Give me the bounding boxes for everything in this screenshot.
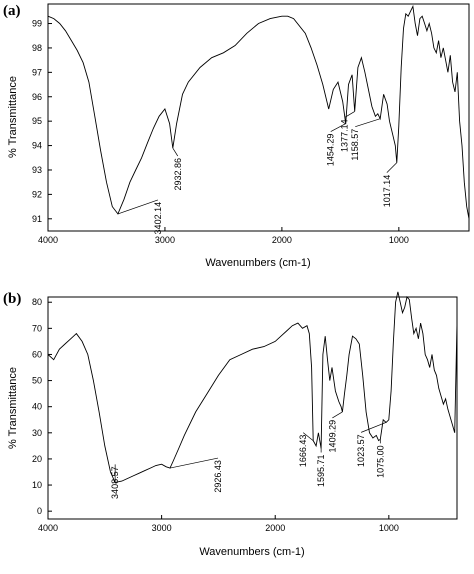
y-tick-label: 99 [32, 19, 42, 29]
peak-leader-line [302, 432, 314, 441]
peak-label: 2926.43 [213, 460, 223, 493]
y-tick-label: 10 [32, 480, 42, 490]
x-tick-label: 4000 [38, 523, 58, 533]
peak-leader-line [344, 111, 355, 118]
peak-label: 3408.57 [110, 466, 120, 499]
panel-a-x-ticks: 4000 3000 2000 1000 [38, 227, 409, 245]
peak-leader-line [355, 118, 381, 128]
peak-label: 1666.43 [298, 435, 308, 468]
peak-leader-line [330, 123, 346, 132]
y-tick-label: 98 [32, 43, 42, 53]
peak-leader-line [172, 147, 179, 157]
peak-label: 1017.14 [382, 175, 392, 208]
panel-b-label: (b) [3, 291, 21, 307]
peak-label: 1454.29 [326, 134, 336, 167]
y-tick-label: 91 [32, 214, 42, 224]
y-tick-label: 60 [32, 349, 42, 359]
y-tick-label: 93 [32, 165, 42, 175]
peak-label: 1409.29 [327, 420, 337, 453]
peak-leader-line [332, 411, 343, 419]
x-tick-label: 2000 [265, 523, 285, 533]
panel-a-y-ticks: 91 92 93 94 95 96 97 98 99 [32, 19, 52, 224]
y-tick-label: 70 [32, 323, 42, 333]
peak-label: 2932.86 [173, 158, 183, 191]
y-tick-label: 20 [32, 454, 42, 464]
x-tick-label: 2000 [272, 235, 292, 245]
peak-label: 1595.71 [316, 455, 326, 488]
peak-leader-line [169, 457, 219, 469]
y-tick-label: 0 [37, 506, 42, 516]
x-tick-label: 3000 [152, 523, 172, 533]
y-tick-label: 30 [32, 428, 42, 438]
y-tick-label: 94 [32, 141, 42, 151]
panel-b-y-axis-title: % Transmittance [7, 367, 19, 449]
panel-a-label: (a) [3, 3, 21, 19]
panel-b-y-ticks: 0 10 20 30 40 50 60 70 80 [32, 297, 52, 516]
peak-label: 1075.00 [375, 445, 385, 478]
x-tick-label: 3000 [155, 235, 175, 245]
y-tick-label: 80 [32, 297, 42, 307]
peak-leader-line [386, 162, 398, 173]
peak-leader-line [117, 199, 159, 215]
x-tick-label: 1000 [379, 523, 399, 533]
peak-label: 1158.57 [350, 129, 360, 161]
x-tick-label: 4000 [38, 235, 58, 245]
panel-a-y-axis-title: % Transmittance [7, 76, 19, 158]
peak-label: 3402.14 [153, 202, 163, 235]
y-tick-label: 95 [32, 116, 42, 126]
peak-label: 1023.57 [356, 434, 366, 467]
panel-a-x-axis-title: Wavenumbers (cm-1) [205, 257, 310, 269]
panel-a-annotations: 3402.14 2932.86 1454.29 1377.14 1158.57 1017.… [117, 111, 398, 235]
panel-b-x-ticks: 4000 3000 2000 1000 [38, 515, 399, 533]
panel-b-spectrum-line [47, 291, 458, 483]
y-tick-label: 92 [32, 189, 42, 199]
panel-b-plot-frame [47, 296, 458, 520]
y-tick-label: 50 [32, 376, 42, 386]
peak-label: 1377.14 [340, 119, 350, 152]
y-tick-label: 97 [32, 67, 42, 77]
panel-a-spectrum-line [47, 4, 470, 219]
panel-b-x-axis-title: Wavenumbers (cm-1) [199, 546, 304, 558]
peak-leader-line [360, 422, 387, 433]
panel-a-plot-frame [47, 3, 470, 232]
panel-b: (b) 0 10 20 30 40 50 60 70 80 4000 3000 2000 1000 3… [3, 291, 458, 558]
y-tick-label: 96 [32, 92, 42, 102]
y-tick-label: 40 [32, 402, 42, 412]
x-tick-label: 1000 [389, 235, 409, 245]
